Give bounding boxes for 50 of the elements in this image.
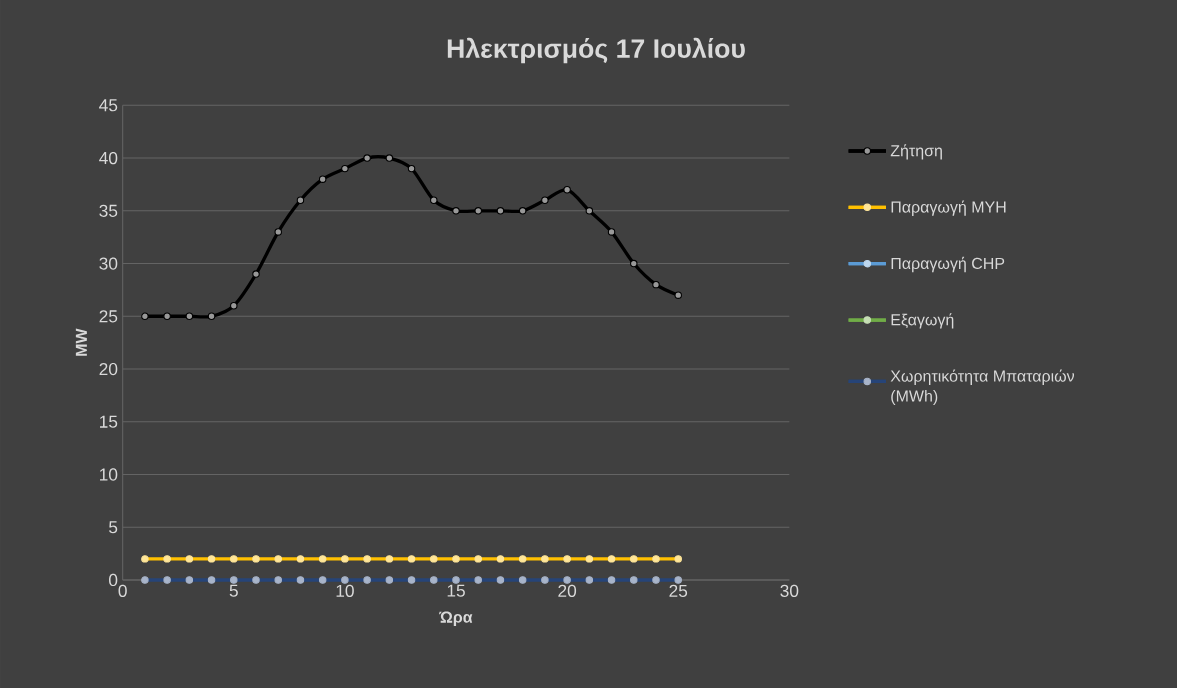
- point: [230, 302, 238, 310]
- point: [630, 259, 638, 268]
- point: [341, 164, 349, 173]
- point: [318, 175, 327, 183]
- y-tick-label: 30: [99, 257, 118, 270]
- point: [541, 196, 549, 204]
- point: [607, 228, 616, 236]
- legend-label: Παραγωγή ΜΥΗ: [891, 200, 1006, 216]
- point: [585, 207, 594, 215]
- point: [652, 280, 660, 289]
- point: [185, 312, 194, 321]
- y-tick-label: 20: [99, 362, 118, 376]
- point: [385, 154, 394, 162]
- point: [252, 270, 260, 278]
- point: [407, 164, 416, 173]
- point: [474, 207, 482, 215]
- y-tick-label: 45: [99, 99, 118, 112]
- point: [518, 207, 527, 215]
- x-tick-label: 20: [558, 584, 577, 597]
- point: [274, 228, 282, 236]
- chart-title: Ηλεκτρισμός 17 Ιουλίου: [447, 37, 745, 64]
- x-tick-label: 15: [447, 584, 465, 597]
- legend-label: Χωρητικότητα Μπαταριών (MWh): [890, 369, 1075, 405]
- point: [141, 312, 149, 321]
- y-tick-label: 40: [99, 151, 118, 165]
- point: [496, 207, 505, 215]
- y-tick-label: 25: [99, 310, 118, 323]
- point: [674, 291, 682, 299]
- point: [452, 207, 460, 215]
- y-tick-label: 0: [109, 573, 118, 587]
- x-tick-label: 25: [669, 584, 688, 597]
- point: [363, 154, 371, 162]
- point: [430, 196, 438, 204]
- y-tick-label: 15: [100, 415, 118, 428]
- x-tick-label: 0: [118, 584, 127, 597]
- y-tick-label: 5: [109, 521, 118, 534]
- y-tick-label: 35: [99, 204, 118, 217]
- x-tick-label: 30: [780, 584, 799, 597]
- y-axis-title: MW: [75, 328, 87, 356]
- x-tick-label: 5: [229, 584, 238, 597]
- y-tick-label: 10: [100, 468, 118, 481]
- x-tick-label: 10: [336, 584, 354, 597]
- point: [207, 312, 216, 321]
- point: [163, 312, 171, 321]
- legend-label: Εξαγωγή: [891, 313, 954, 329]
- x-axis-title: Ώρα: [439, 611, 473, 626]
- legend-label: Παραγωγή CHP: [891, 256, 1005, 273]
- point: [296, 196, 305, 204]
- legend-label: Ζήτηση: [890, 144, 942, 160]
- point: [563, 185, 571, 194]
